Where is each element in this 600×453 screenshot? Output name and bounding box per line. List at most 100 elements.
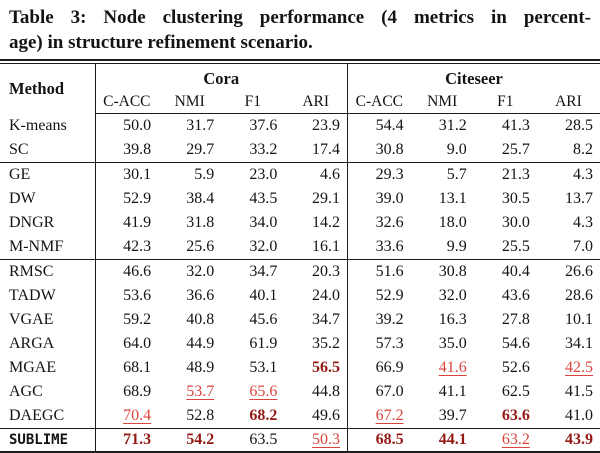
table-row-mgae: MGAE 68.1 48.9 53.1 56.5 66.9 41.6 52.6 42.5 [0, 356, 600, 380]
table-row-vgae: VGAE 59.2 40.8 45.6 34.7 39.2 16.3 27.8 10.1 [0, 308, 600, 332]
table-caption-line-1: Table 3: Node clustering performance (4 … [9, 7, 591, 28]
metric-cell: 57.3 [346, 332, 411, 356]
metric-cell: 38.4 [186, 190, 215, 207]
metric-cell: 13.7 [565, 190, 593, 207]
column-header-cora-f1: F1 [221, 91, 285, 114]
table-header: Method Cora Citeseer C-ACC NMI F1 ARI C-… [0, 64, 600, 114]
metric-cell: 14.2 [312, 214, 340, 231]
method-cell: ARGA [9, 335, 55, 352]
metric-cell: 36.6 [186, 287, 215, 304]
metric-cell: 32.0 [186, 263, 215, 280]
metric-cell: 53.7 [186, 383, 215, 400]
method-column-header: Method [9, 78, 64, 98]
metric-cell: 34.7 [312, 311, 340, 328]
metric-cell: 43.6 [501, 287, 530, 304]
metric-cell: 8.2 [536, 138, 600, 163]
table-row-ge: GE 30.1 5.9 23.0 4.6 29.3 5.7 21.3 4.3 [0, 162, 600, 187]
metric-cell: 39.0 [346, 187, 411, 211]
metric-cell: 43.5 [249, 190, 278, 207]
metric-cell: 28.5 [565, 117, 593, 134]
table-row-sc: SC 39.8 29.7 33.2 17.4 30.8 9.0 25.7 8.2 [0, 138, 600, 163]
metric-cell: 52.9 [94, 187, 159, 211]
metric-cell: 23.9 [312, 117, 340, 134]
metric-cell: 68.2 [221, 404, 285, 429]
column-header-citeseer-cacc: C-ACC [346, 91, 411, 114]
metric-cell: 37.6 [249, 117, 278, 134]
metric-cell: 18.0 [438, 214, 467, 231]
metric-cell: 63.6 [473, 404, 537, 429]
metric-cell: 39.2 [346, 308, 411, 332]
metric-cell: 35.2 [312, 335, 340, 352]
table-row-m-nmf: M-NMF 42.3 25.6 32.0 16.1 33.6 9.9 25.5 7.0 [0, 235, 600, 260]
metric-cell: 30.8 [346, 138, 411, 163]
metric-cell: 41.9 [94, 211, 159, 235]
metric-cell: 52.9 [346, 284, 411, 308]
metric-cell: 32.0 [438, 287, 467, 304]
table-row-dngr: DNGR 41.9 31.8 34.0 14.2 32.6 18.0 30.0 4.3 [0, 211, 600, 235]
metric-cell: 4.3 [573, 166, 593, 183]
metric-cell: 52.8 [158, 404, 222, 429]
metric-cell: 53.6 [94, 284, 159, 308]
metric-cell: 68.9 [94, 380, 159, 404]
metric-cell: 54.6 [501, 335, 530, 352]
metric-cell: 70.4 [94, 404, 159, 429]
metric-cell: 40.1 [249, 287, 278, 304]
table-top-rule [0, 59, 600, 64]
metric-cell: 41.6 [438, 359, 467, 376]
metric-cell: 33.2 [221, 138, 285, 163]
metric-cell: 9.9 [410, 235, 474, 260]
metric-cell: 27.8 [501, 311, 530, 328]
results-table: Method Cora Citeseer C-ACC NMI F1 ARI C-… [0, 64, 600, 453]
metric-cell: 53.1 [249, 359, 278, 376]
metric-cell: 9.0 [410, 138, 474, 163]
metric-cell: 29.7 [158, 138, 222, 163]
method-cell: MGAE [9, 359, 57, 376]
method-cell: M-NMF [0, 235, 95, 260]
metric-cell: 68.5 [346, 428, 411, 452]
metric-cell: 4.6 [320, 166, 340, 183]
metric-cell: 29.1 [312, 190, 340, 207]
metric-cell: 50.0 [94, 113, 159, 138]
metric-cell: 30.5 [501, 190, 530, 207]
table-row-arga: ARGA 64.0 44.9 61.9 35.2 57.3 35.0 54.6 34.1 [0, 332, 600, 356]
metric-cell: 10.1 [565, 311, 593, 328]
method-cell: SUBLIME [9, 432, 69, 448]
metric-cell: 62.5 [501, 383, 530, 400]
method-cell: RMSC [9, 263, 54, 280]
metric-cell: 4.3 [573, 214, 593, 231]
method-cell: DW [9, 190, 36, 207]
metric-cell: 5.9 [194, 166, 215, 183]
metric-cell: 59.2 [94, 308, 159, 332]
column-header-citeseer-nmi: NMI [410, 91, 474, 114]
metric-cell: 40.4 [501, 263, 530, 280]
metric-cell: 41.5 [565, 383, 593, 400]
table-row-sublime: SUBLIME 71.3 54.2 63.5 50.3 68.5 44.1 63.2 43.9 [0, 428, 600, 452]
metric-cell: 20.3 [312, 263, 340, 280]
metric-cell: 40.8 [186, 311, 215, 328]
metric-cell: 51.6 [346, 259, 411, 284]
method-cell: DNGR [9, 214, 55, 231]
metric-cell: 24.0 [312, 287, 340, 304]
group-header-cora: Cora [94, 64, 348, 91]
metric-cell: 50.3 [312, 431, 340, 448]
metric-cell: 34.0 [249, 214, 278, 231]
metric-cell: 31.2 [438, 117, 467, 134]
metric-cell: 31.7 [186, 117, 215, 134]
metric-cell: 30.0 [501, 214, 530, 231]
metric-cell: 41.1 [438, 383, 467, 400]
metric-cell: 56.5 [312, 359, 340, 376]
metric-cell: 61.9 [249, 335, 278, 352]
table-body: K-means 50.0 31.7 37.6 23.9 54.4 31.2 41.3 28.5 S… [0, 113, 600, 452]
metric-cell: 23.0 [249, 166, 278, 183]
metric-header-row: C-ACC NMI F1 ARI C-ACC NMI F1 ARI [0, 91, 600, 114]
metric-cell: 25.7 [473, 138, 537, 163]
column-header-cora-cacc: C-ACC [94, 91, 159, 114]
method-cell: GE [9, 166, 31, 183]
metric-cell: 17.4 [284, 138, 348, 163]
metric-cell: 63.2 [501, 431, 530, 448]
metric-cell: 13.1 [438, 190, 467, 207]
metric-cell: 52.6 [501, 359, 530, 376]
metric-cell: 26.6 [565, 263, 593, 280]
metric-cell: 29.3 [346, 162, 411, 187]
